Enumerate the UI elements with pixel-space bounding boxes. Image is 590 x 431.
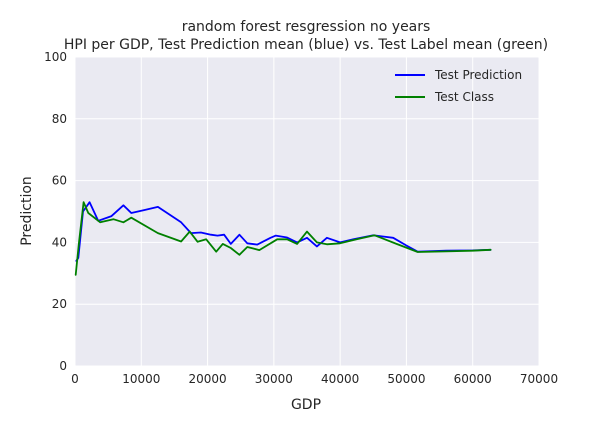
x-tick-label: 20000 — [188, 372, 226, 386]
y-tick-label: 100 — [44, 50, 67, 64]
legend: Test Prediction Test Class — [395, 68, 522, 104]
y-axis-label: Prediction — [19, 176, 35, 246]
x-tick-label: 70000 — [520, 372, 558, 386]
chart-title: random forest resgression no years — [182, 19, 431, 35]
x-axis-label: GDP — [291, 397, 321, 413]
x-tick-label: 60000 — [454, 372, 492, 386]
y-tick-label: 0 — [59, 359, 67, 373]
x-tick-label: 30000 — [255, 372, 293, 386]
series-line-test-class — [74, 201, 492, 276]
x-tick-label: 50000 — [387, 372, 425, 386]
y-tick-label: 80 — [52, 112, 67, 126]
legend-label-test-class: Test Class — [434, 90, 494, 104]
chart-subtitle: HPI per GDP, Test Prediction mean (blue)… — [64, 37, 548, 53]
plot-area — [75, 57, 539, 366]
x-tick-label: 10000 — [122, 372, 160, 386]
y-tick-label: 40 — [52, 235, 67, 249]
grid-lines — [74, 56, 540, 367]
series-layer — [74, 201, 492, 276]
x-tick-label: 40000 — [321, 372, 359, 386]
legend-label-test-prediction: Test Prediction — [434, 68, 522, 82]
x-tick-label: 0 — [71, 372, 79, 386]
y-tick-label: 60 — [52, 174, 67, 188]
y-tick-label: 20 — [52, 297, 67, 311]
tick-labels: 0 10000 20000 30000 40000 50000 60000 70000 0 20 4… — [44, 50, 558, 386]
